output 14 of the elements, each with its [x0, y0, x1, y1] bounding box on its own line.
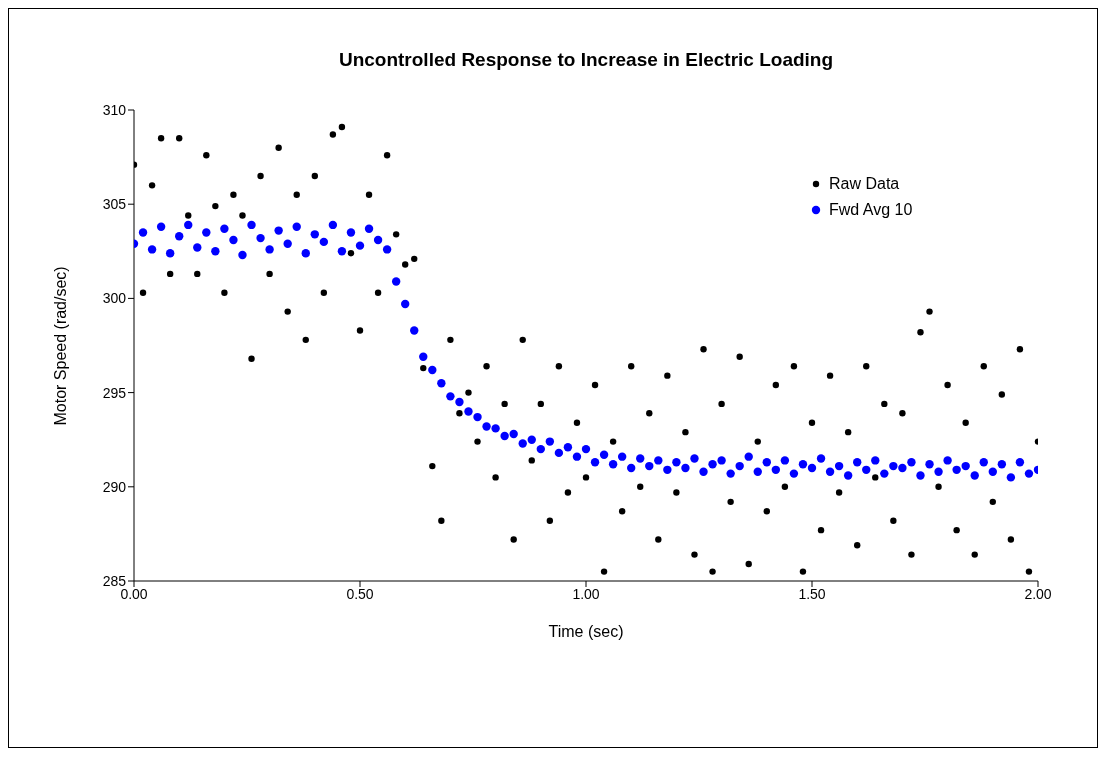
legend-label: Fwd Avg 10 [829, 201, 913, 219]
y-tick-label: 290 [102, 478, 127, 495]
legend-label: Raw Data [829, 175, 900, 193]
x-axis-title: Time (sec) [548, 623, 624, 640]
x-tick-label: 1.00 [572, 585, 600, 602]
y-axis-title: Motor Speed (rad/sec) [51, 266, 69, 426]
x-tick-label: 1.50 [798, 585, 826, 602]
y-tick-label: 310 [102, 101, 127, 118]
y-tick-label: 305 [102, 196, 127, 213]
y-tick-label: 300 [102, 290, 127, 307]
chart-title: Uncontrolled Response to Increase in Electric Loading [337, 49, 835, 71]
y-tick-label: 295 [102, 384, 127, 401]
x-tick-label: 0.50 [346, 585, 374, 602]
x-tick-label: 2.00 [1024, 585, 1052, 602]
